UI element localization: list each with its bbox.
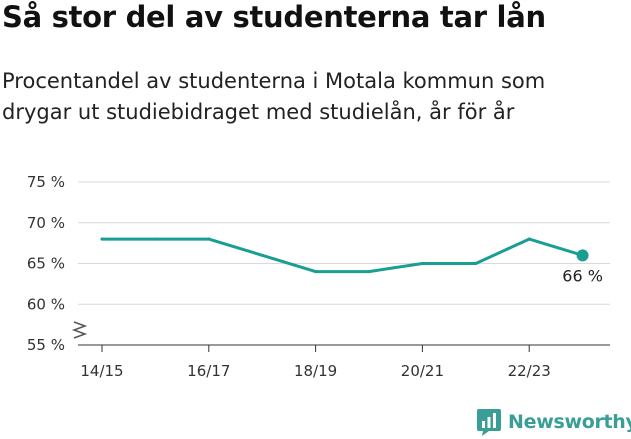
data-point bbox=[260, 253, 264, 257]
y-tick-label: 75 % bbox=[27, 173, 65, 191]
data-point bbox=[474, 262, 478, 265]
x-tick-label: 20/21 bbox=[401, 362, 444, 380]
y-tick-label: 65 % bbox=[27, 255, 65, 273]
series-layer bbox=[100, 237, 589, 274]
tick-labels: 55 % 60 % 65 % 70 % 75 % 14/15 16/17 18/19 20/21… bbox=[27, 173, 603, 380]
x-axis bbox=[71, 321, 610, 352]
data-point bbox=[100, 237, 104, 241]
axis-break-icon bbox=[71, 321, 88, 339]
newsworthy-logo-icon bbox=[477, 409, 501, 436]
series-line bbox=[100, 237, 585, 274]
y-tick-label: 70 % bbox=[27, 214, 65, 232]
data-point bbox=[153, 237, 157, 241]
data-point bbox=[207, 237, 211, 241]
x-tick-label: 18/19 bbox=[294, 362, 337, 380]
end-value-label: 66 % bbox=[562, 266, 603, 285]
data-point bbox=[367, 270, 371, 274]
end-point bbox=[576, 249, 589, 262]
x-tick-label: 14/15 bbox=[80, 362, 123, 380]
data-point bbox=[527, 237, 531, 241]
brand-logo: Newsworthy bbox=[476, 408, 631, 436]
x-tick-label: 22/23 bbox=[508, 362, 551, 380]
grid-lines bbox=[78, 181, 610, 305]
chart-title: Så stor del av studenterna tar lån bbox=[2, 0, 546, 34]
y-tick-label: 55 % bbox=[27, 336, 65, 354]
data-point bbox=[314, 270, 318, 274]
x-tick-label: 16/17 bbox=[187, 362, 230, 380]
brand-name: Newsworthy bbox=[508, 411, 631, 433]
y-tick-label: 60 % bbox=[27, 295, 65, 313]
chart-subtitle: Procentandel av studenterna i Motala kom… bbox=[2, 69, 546, 124]
data-point bbox=[420, 262, 424, 265]
